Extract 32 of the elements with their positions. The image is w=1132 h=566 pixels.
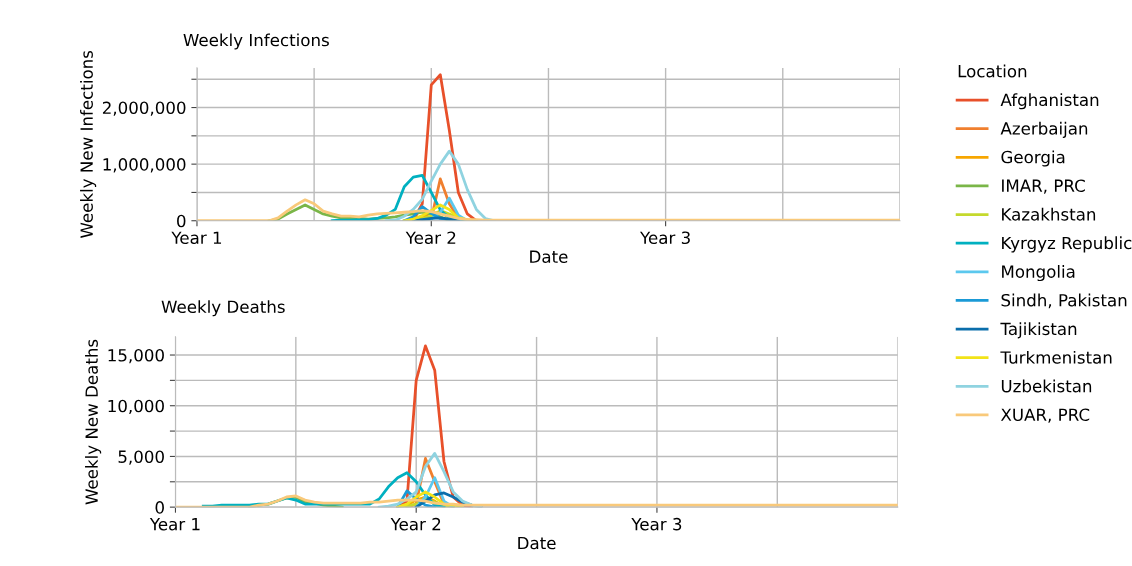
x-tick-label: Year 1 <box>149 518 200 531</box>
chart-title: Weekly Infections <box>183 33 329 50</box>
legend-label: Afghanistan <box>1000 93 1099 110</box>
y-tick-label: 15,000 <box>108 348 164 364</box>
legend-label: XUAR, PRC <box>1000 408 1090 423</box>
x-axis-title: Date <box>518 536 556 550</box>
legend-label: Mongolia <box>1002 264 1075 282</box>
y-tick-label: 10,000 <box>108 399 164 414</box>
legend-label: Kazakhstan <box>1002 207 1096 221</box>
x-tick-label: Year 2 <box>390 517 441 531</box>
legend-label: Kyrgyz Republic <box>1002 236 1132 253</box>
y-tick-label: 0 <box>155 501 164 514</box>
legend-label: Uzbekistan <box>1001 379 1092 393</box>
legend-label: IMAR, PRC <box>1002 179 1085 194</box>
y-tick-label: 5,000 <box>118 450 164 465</box>
chart-title: Weekly Deaths <box>161 300 285 317</box>
x-tick-label: Year 1 <box>171 231 222 245</box>
x-tick-label: Year 3 <box>639 231 690 245</box>
legend-label: Azerbaijan <box>1000 121 1088 138</box>
x-axis-title: Date <box>530 250 568 263</box>
legend-label: Sindh, Pakistan <box>1001 293 1127 309</box>
x-tick-label: Year 2 <box>405 231 456 245</box>
legend-label: Tajikistan <box>1000 322 1077 339</box>
y-tick-label: 2,000,000 <box>102 101 186 116</box>
y-axis-title: Weekly New Infections <box>80 50 97 239</box>
legend-label: Georgia <box>1001 150 1065 167</box>
legend-title: Location <box>958 64 1027 78</box>
legend-label: Turkmenistan <box>1000 350 1112 364</box>
y-axis-title: Weekly New Deaths <box>85 339 102 505</box>
y-tick-label: 0 <box>177 214 186 228</box>
x-tick-label: Year 3 <box>631 517 682 531</box>
y-tick-label: 1,000,000 <box>103 158 186 173</box>
